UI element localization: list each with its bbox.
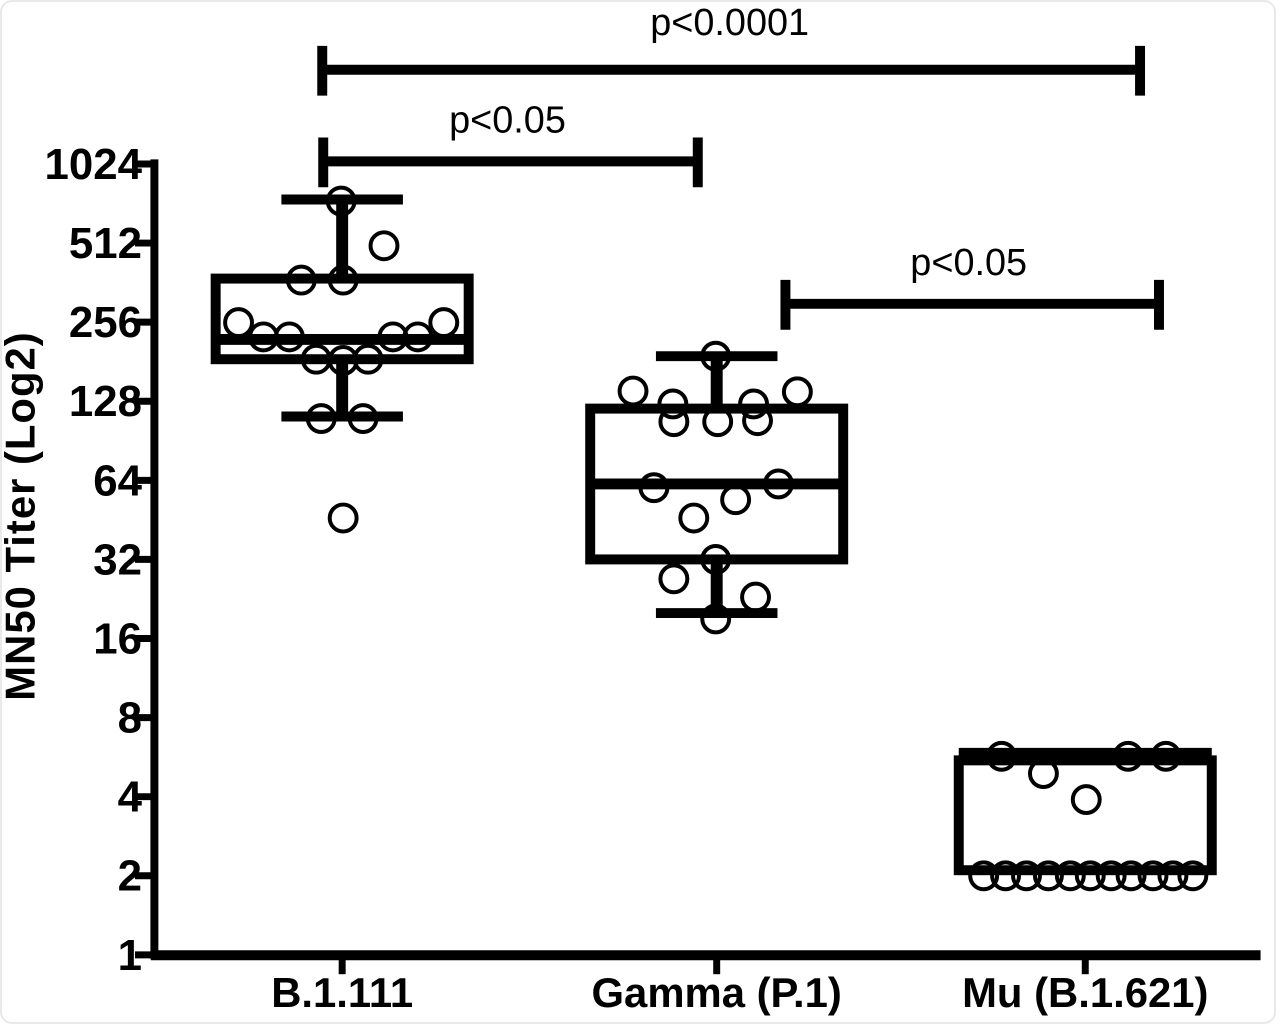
data-point [352,343,384,375]
data-point [700,603,732,635]
y-tick-label: 128 [69,377,142,426]
y-tick-label: 256 [69,298,142,347]
data-point [720,484,752,516]
y-tick-label: 512 [69,219,142,268]
data-point [658,406,690,438]
data-point [428,307,460,339]
data-point [1032,860,1064,892]
data-point [763,468,794,500]
y-tick-label: 8 [118,694,142,743]
plot-layer: 1024 512 256 128 64 32 16 8 4 2 1 [44,45,1261,980]
data-point [1027,758,1059,789]
y-tick-label: 32 [93,535,142,584]
significance-label-3: p<0.05 [910,242,1027,284]
data-point [223,307,255,339]
data-point [402,321,434,353]
y-tick-label: 16 [93,614,142,663]
x-category-label-2: Gamma (P.1) [592,969,842,1016]
significance-label-1: p<0.0001 [650,2,809,44]
data-point [742,405,773,437]
data-point [638,472,670,504]
data-point [990,860,1022,892]
data-point [968,860,1000,892]
x-category-label-1: B.1.111 [271,969,413,1016]
data-point [1177,860,1209,892]
y-axis-title: MN50 Titer (Log2) [2,331,43,700]
data-point [1115,860,1147,892]
data-point [1054,860,1086,892]
y-tick-label: 1024 [44,140,142,189]
y-tick-label: 1 [118,931,142,980]
data-point [1150,740,1182,772]
data-point [702,406,734,438]
data-point [368,230,400,262]
data-point [781,376,813,408]
data-point [1070,784,1102,816]
y-tick-label: 64 [93,456,142,505]
data-point [347,403,379,434]
data-point [700,340,732,372]
data-point [986,740,1018,772]
y-tick-label: 4 [118,773,143,822]
data-point [657,388,689,420]
data-point [1074,860,1106,892]
data-point [1011,860,1042,892]
data-point [658,563,690,595]
data-point [285,264,317,296]
data-point [1112,740,1144,772]
data-point [305,403,337,434]
data-point [325,185,357,217]
data-point [1157,860,1189,892]
data-point [740,581,771,613]
data-point [327,502,359,534]
data-point [678,502,710,534]
data-point [617,375,649,407]
box-Mu (B.1.621) [953,755,1217,876]
data-point [738,388,769,420]
data-point [1137,860,1169,892]
y-tick-label: 2 [118,852,142,901]
significance-label-2: p<0.05 [449,99,566,141]
x-category-label-3: Mu (B.1.621) [962,969,1208,1016]
data-point [1095,860,1127,892]
data-point [327,264,359,296]
data-point [273,321,305,353]
data-point [700,543,732,575]
